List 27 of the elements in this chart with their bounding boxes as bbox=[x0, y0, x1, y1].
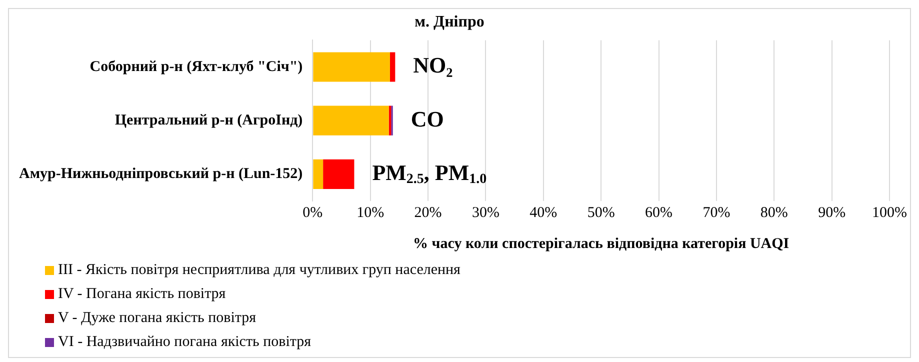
bar bbox=[313, 106, 389, 136]
legend-label: IV - Погана якість повітря bbox=[58, 285, 226, 304]
x-tick-label: 30% bbox=[472, 204, 500, 221]
annotation: NO₂ bbox=[413, 52, 454, 78]
x-tick-label: 60% bbox=[645, 204, 673, 221]
bar bbox=[313, 52, 390, 82]
x-axis-title: % часу коли спостерігалась відповідна категорія UAQI bbox=[413, 236, 790, 252]
y-tick-label: Амур-Нижньодніпровський р-н (Lun-152) bbox=[18, 166, 303, 182]
chart-title: м. Дніпро bbox=[414, 14, 484, 31]
legend-label: V - Дуже погана якість повітря bbox=[58, 309, 256, 328]
x-tick-label: 20% bbox=[414, 204, 442, 221]
x-tick-label: 100% bbox=[872, 204, 907, 221]
x-tick-label: 80% bbox=[760, 204, 788, 221]
bar bbox=[390, 52, 396, 82]
x-tick-label: 0% bbox=[302, 204, 323, 221]
y-tick-label: Центральний р-н (АгроІнд) bbox=[114, 112, 303, 128]
legend-label: VI - Надзвичайно погана якість повітря bbox=[58, 333, 312, 352]
y-tick-label: Соборний р-н (Яхт-клуб "Січ") bbox=[90, 58, 303, 75]
x-tick-label: 10% bbox=[356, 204, 384, 221]
bar bbox=[313, 159, 324, 190]
x-tick-label: 70% bbox=[702, 204, 730, 221]
x-tick-label: 40% bbox=[530, 204, 558, 221]
x-tick-label: 90% bbox=[818, 204, 846, 221]
bar bbox=[323, 159, 354, 190]
legend-label: III - Якість повітря несприятлива для чутливих груп населення bbox=[58, 261, 460, 280]
annotation: CO bbox=[410, 106, 444, 132]
x-tick-label: 50% bbox=[587, 204, 615, 221]
